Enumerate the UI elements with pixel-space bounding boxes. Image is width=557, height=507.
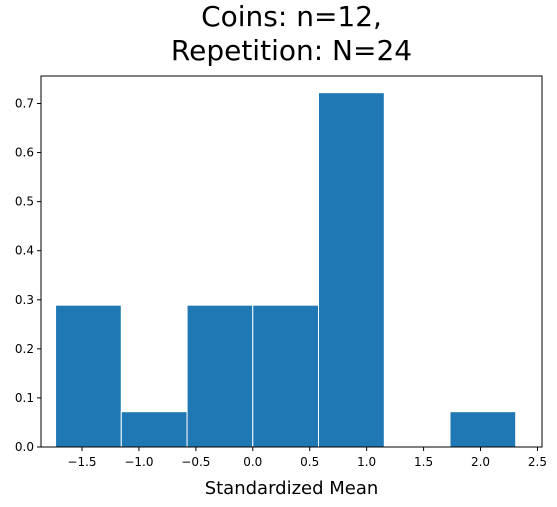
histogram-bars	[55, 92, 517, 448]
x-tick-label: −1.5	[67, 455, 96, 469]
chart-title-line-2: Repetition: N=24	[170, 34, 413, 67]
y-tick-label: 0.3	[15, 293, 34, 307]
x-tick-label: 2.0	[471, 455, 490, 469]
x-tick-label: −0.5	[181, 455, 210, 469]
chart-title: Coins: n=12, Repetition: N=24	[41, 0, 542, 68]
x-tick-label: −1.0	[124, 455, 153, 469]
y-tick-label: 0.1	[15, 391, 34, 405]
y-tick-label: 0.7	[15, 96, 34, 110]
y-tick-label: 0.2	[15, 342, 34, 356]
histogram-bar-1	[120, 411, 188, 448]
histogram-bar-0	[55, 304, 122, 448]
x-tick-label: 1.0	[357, 455, 376, 469]
y-tick-label: 0.5	[15, 195, 34, 209]
histogram-bar-4	[317, 92, 385, 448]
histogram-bar-2	[186, 304, 254, 448]
y-tick-label: 0.0	[15, 440, 34, 454]
x-tick-label: 2.5	[528, 455, 547, 469]
chart-title-line-1: Coins: n=12,	[201, 0, 382, 33]
y-tick-label: 0.4	[15, 244, 34, 258]
x-axis-label: Standardized Mean	[205, 478, 379, 499]
histogram-bar-6	[449, 411, 517, 448]
x-axis-ticks: −1.5 −1.0 −0.5 0.0 0.5 1.0 1.5 2.0 2.5	[67, 447, 547, 469]
histogram-bar-3	[252, 304, 319, 448]
y-tick-label: 0.6	[15, 146, 34, 160]
axes-frame	[40, 75, 543, 448]
x-tick-label: 0.0	[243, 455, 262, 469]
x-tick-label: 1.5	[414, 455, 433, 469]
y-axis-ticks: 0.0 0.1 0.2 0.3 0.4 0.5 0.6 0.7	[15, 96, 41, 454]
x-tick-label: 0.5	[300, 455, 319, 469]
